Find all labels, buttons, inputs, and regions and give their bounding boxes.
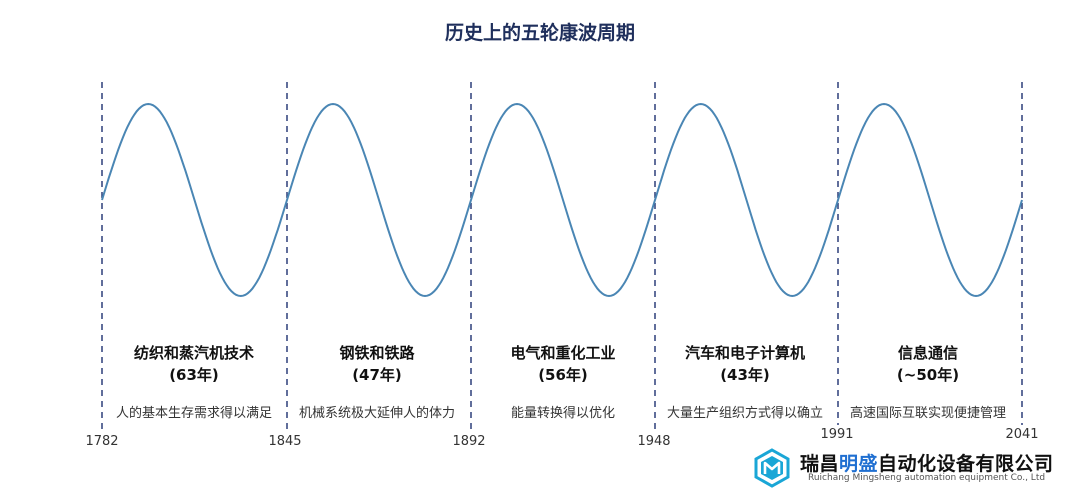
year-1948: 1948 [637, 434, 671, 449]
sine-wave-curve [101, 102, 1023, 298]
company-name-part2: 自动化设备有限公司 [878, 453, 1054, 475]
company-logo-icon [754, 448, 790, 488]
diagram-title: 历史上的五轮康波周期 [444, 22, 635, 44]
wave-5-tech: 信息通信 [897, 344, 958, 362]
year-2041: 2041 [1005, 427, 1039, 442]
wave-1-desc: 人的基本生存需求得以满足 [115, 406, 272, 421]
wave-5-name: 信息通信 (~50年) [838, 342, 1018, 386]
wave-1-tech: 纺织和蒸汽机技术 [133, 344, 254, 362]
wave-4-period: (43年) [720, 366, 770, 384]
wave-2-name: 钢铁和铁路 (47年) [287, 342, 467, 386]
wave-2-desc: 机械系统极大延伸人的体力 [298, 406, 455, 421]
year-1782: 1782 [85, 434, 119, 449]
company-logo: 瑞昌明盛自动化设备有限公司 Ruichang Mingsheng automat… [752, 446, 1072, 490]
wave-1-name: 纺织和蒸汽机技术 (63年) [104, 342, 284, 386]
wave-2-tech: 钢铁和铁路 [339, 344, 415, 362]
wave-1-period: (63年) [169, 366, 219, 384]
company-name-highlight: 明盛 [839, 453, 879, 475]
wave-4-name: 汽车和电子计算机 (43年) [655, 342, 835, 386]
wave-3-tech: 电气和重化工业 [510, 344, 616, 362]
wave-3-name: 电气和重化工业 (56年) [473, 342, 653, 386]
wave-3-desc: 能量转换得以优化 [510, 406, 615, 421]
company-name-part1: 瑞昌 [800, 453, 840, 475]
company-english-name: Ruichang Mingsheng automation equipment … [808, 473, 1046, 483]
year-1892: 1892 [452, 434, 486, 449]
wave-5-period: (~50年) [896, 366, 960, 384]
wave-2-period: (47年) [352, 366, 402, 384]
wave-5-desc: 高速国际互联实现便捷管理 [849, 406, 1006, 421]
wave-3-period: (56年) [538, 366, 588, 384]
year-1991: 1991 [820, 427, 854, 442]
company-name: 瑞昌明盛自动化设备有限公司 [800, 449, 1054, 476]
year-1845: 1845 [268, 434, 302, 449]
wave-4-tech: 汽车和电子计算机 [684, 344, 805, 362]
wave-4-desc: 大量生产组织方式得以确立 [666, 406, 823, 421]
